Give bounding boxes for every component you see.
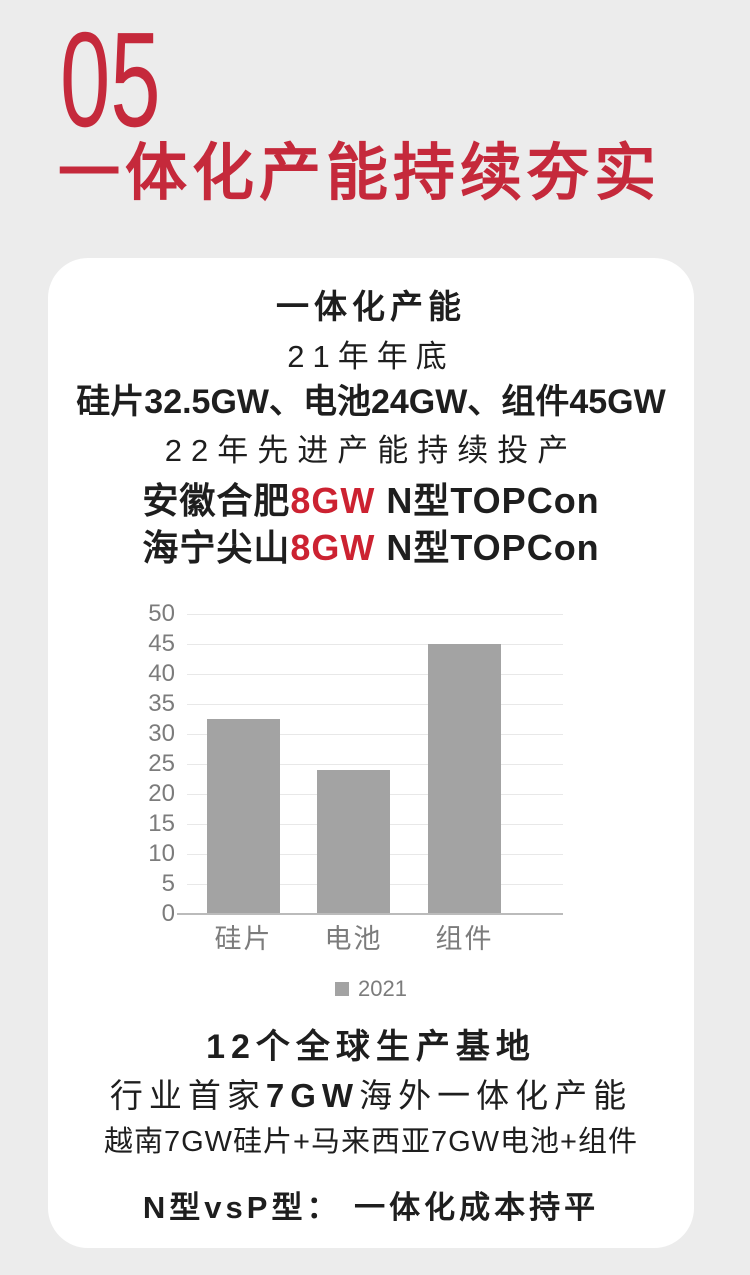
bar-硅片 (207, 719, 280, 914)
bar-电池 (317, 770, 390, 914)
cost-line: N型vsP型： 一体化成本持平 (142, 1190, 600, 1225)
y-tick-label: 45 (148, 630, 175, 657)
y-tick-label: 40 (148, 660, 175, 687)
overseas-detail-line: 越南7GW硅片+马来西亚7GW电池+组件 (104, 1126, 638, 1158)
overseas-highlight: 7GW (265, 1077, 360, 1114)
overseas-suffix: 海外一体化产能 (359, 1077, 633, 1114)
card-headline: 一体化产能 (276, 288, 466, 325)
chart-legend: 2021 (48, 978, 694, 1000)
haining-suffix: N型TOPCon (375, 527, 600, 568)
gridline (187, 734, 563, 735)
section-title: 一体化产能持续夯实 (58, 139, 662, 208)
bar-chart: 0 5 10 15 20 25 30 35 40 45 50 硅片 电池 组件 (148, 602, 563, 954)
y-tick-label: 5 (161, 870, 175, 897)
hefei-highlight: 8GW (290, 480, 376, 521)
haining-highlight: 8GW (290, 527, 376, 568)
haining-prefix: 海宁尖山 (142, 527, 291, 568)
y-tick-label: 50 (148, 600, 175, 627)
capacity-line: 硅片32.5GW、电池24GW、组件45GW (76, 383, 666, 421)
y-tick-label: 15 (148, 810, 175, 837)
overseas-line: 行业首家7GW海外一体化产能 (48, 1077, 694, 1115)
line-2022: 22年先进产能持续投产 (164, 433, 578, 468)
x-axis-line (177, 913, 563, 915)
y-tick-label: 35 (148, 690, 175, 717)
y-tick-label: 25 (148, 750, 175, 777)
bases-line: 12个全球生产基地 (206, 1028, 536, 1066)
y-tick-label: 30 (148, 720, 175, 747)
section-number: 05 (60, 4, 161, 155)
gridline (187, 764, 563, 765)
hefei-prefix: 安徽合肥 (142, 480, 291, 521)
gridline (187, 704, 563, 705)
haining-line: 海宁尖山8GW N型TOPCon (48, 527, 694, 568)
hefei-line: 安徽合肥8GW N型TOPCon (48, 480, 694, 521)
content-card: 一体化产能 21年年底 硅片32.5GW、电池24GW、组件45GW 22年先进… (48, 258, 694, 1248)
gridline (187, 614, 563, 615)
gridline (187, 674, 563, 675)
year-line: 21年年底 (287, 339, 455, 374)
legend-label: 2021 (358, 976, 407, 1001)
y-tick-label: 20 (148, 780, 175, 807)
hefei-suffix: N型TOPCon (375, 480, 600, 521)
y-tick-label: 0 (161, 900, 175, 927)
overseas-prefix: 行业首家 (109, 1077, 266, 1114)
x-tick-label: 电池 (324, 924, 383, 954)
y-tick-label: 10 (148, 840, 175, 867)
legend-swatch-icon (335, 982, 350, 996)
gridline (187, 644, 563, 645)
x-tick-label: 组件 (435, 924, 494, 954)
x-tick-label: 硅片 (214, 924, 273, 954)
bar-组件 (428, 644, 501, 914)
